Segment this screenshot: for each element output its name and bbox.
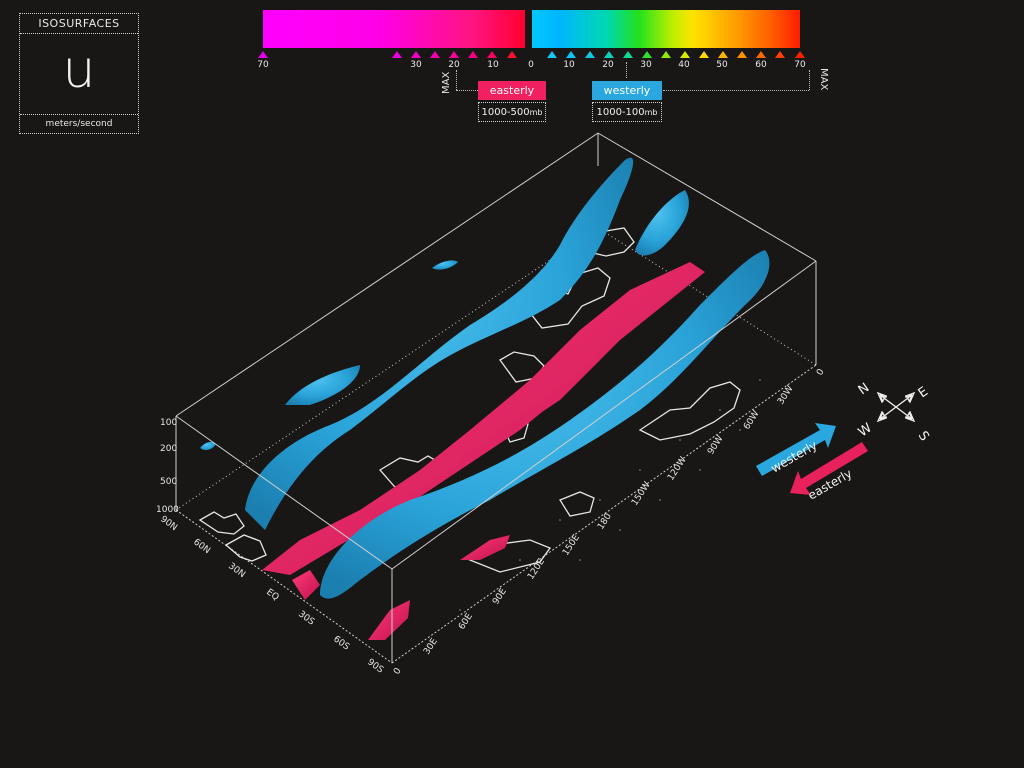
westerly-tick-40: 40: [678, 60, 690, 70]
compass-north: N: [856, 380, 873, 398]
leader-line: [456, 90, 478, 91]
tick-marker: [411, 51, 421, 58]
longitude-label: 180: [596, 512, 614, 532]
tick-marker: [642, 51, 652, 58]
leader-line: [663, 90, 809, 91]
tick-marker: [566, 51, 576, 58]
compass-east: E: [916, 384, 931, 401]
tick-marker: [487, 51, 497, 58]
tick-marker: [604, 51, 614, 58]
westerly-tick-10: 10: [563, 60, 575, 70]
easterly-tick-70: 70: [257, 60, 269, 70]
longitude-label: 150W: [630, 480, 653, 507]
easterly-tick-10: 10: [487, 60, 499, 70]
latitude-label: 60N: [191, 537, 212, 556]
westerly-tick-20: 20: [602, 60, 614, 70]
tick-marker: [775, 51, 785, 58]
isosurfaces-panel: ISOSURFACES u meters/second: [19, 13, 139, 134]
pressure-label: 200: [160, 444, 177, 454]
tick-marker: [547, 51, 557, 58]
compass-west: W: [856, 421, 875, 441]
tick-marker: [756, 51, 766, 58]
tick-marker: [468, 51, 478, 58]
longitude-label: 0: [815, 367, 827, 377]
leader-line: [456, 70, 457, 90]
tick-marker: [392, 51, 402, 58]
tick-marker: [623, 51, 633, 58]
tick-marker: [430, 51, 440, 58]
westerly-tick-70: 70: [794, 60, 806, 70]
variable-symbol: u: [62, 40, 96, 100]
easterly-pressure-range: 1000-500mb: [478, 102, 546, 122]
longitude-label: 60E: [457, 612, 475, 632]
easterly-badge: easterly: [478, 81, 546, 100]
longitude-label: 60W: [742, 409, 762, 432]
pressure-axis: 100 200 500 1000: [156, 418, 179, 515]
tick-marker: [449, 51, 459, 58]
easterly-range-unit: mb: [529, 108, 543, 117]
pressure-label: 1000: [156, 505, 179, 515]
latitude-label: 30S: [296, 609, 316, 627]
tick-marker: [737, 51, 747, 58]
compass-south: S: [915, 429, 932, 444]
westerly-tick-50: 50: [716, 60, 728, 70]
longitude-label: 30W: [776, 384, 796, 407]
tick-marker: [507, 51, 517, 58]
tick-marker: [661, 51, 671, 58]
longitude-label: 120W: [666, 455, 689, 482]
westerly-tick-60: 60: [755, 60, 767, 70]
latitude-label: 90N: [158, 514, 179, 533]
latitude-label: EQ: [264, 587, 280, 603]
easterly-tick-20: 20: [448, 60, 460, 70]
tick-marker: [258, 51, 268, 58]
latitude-label: 60S: [331, 634, 351, 652]
pressure-label: 100: [160, 418, 177, 428]
westerly-colorbar: [532, 10, 800, 48]
panel-title: ISOSURFACES: [20, 14, 138, 34]
pressure-label: 500: [160, 477, 177, 487]
tick-marker: [718, 51, 728, 58]
panel-unit: meters/second: [20, 114, 138, 133]
bounding-box: [175, 132, 817, 664]
tick-marker: [585, 51, 595, 58]
westerly-range-unit: mb: [644, 108, 658, 117]
leader-line: [809, 70, 810, 90]
westerly-tick-30: 30: [640, 60, 652, 70]
tick-marker: [795, 51, 805, 58]
floor-dots: [459, 379, 781, 611]
latitude-label: 30N: [226, 561, 247, 580]
bounding-box-front: [175, 260, 817, 663]
easterly-isosurfaces: [262, 262, 705, 640]
westerly-pressure-range: 1000-100mb: [592, 102, 662, 122]
tick-marker: [680, 51, 690, 58]
compass-icon: [876, 391, 916, 423]
longitude-label: 150E: [561, 533, 582, 558]
easterly-tick-0: 0: [528, 60, 534, 70]
longitude-label: 90E: [491, 587, 509, 607]
latitude-label: 90S: [365, 657, 385, 675]
longitude-label: 120E: [526, 557, 547, 582]
longitude-label: 0: [392, 666, 404, 676]
tick-marker: [699, 51, 709, 58]
longitude-label: 90W: [706, 434, 726, 457]
leader-line: [626, 62, 627, 78]
easterly-range-value: 1000-500: [481, 107, 530, 118]
westerly-isosurfaces: [200, 157, 770, 599]
westerly-badge: westerly: [592, 81, 662, 100]
westerly-range-value: 1000-100: [596, 107, 645, 118]
easterly-colorbar: [263, 10, 525, 48]
easterly-tick-30: 30: [410, 60, 422, 70]
